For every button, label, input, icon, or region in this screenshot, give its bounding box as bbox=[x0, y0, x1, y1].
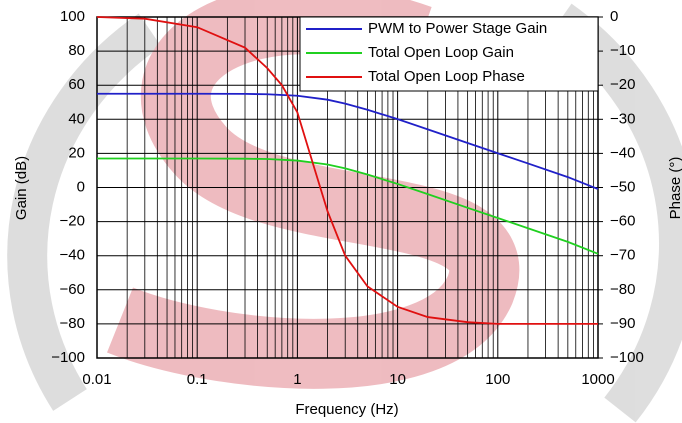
y2-tick-label: −60 bbox=[610, 213, 635, 230]
y2-tick-label: −20 bbox=[610, 76, 635, 93]
y2-tick-label: −100 bbox=[610, 349, 644, 366]
x-tick-label: 10 bbox=[389, 371, 406, 388]
watermark-arc bbox=[548, 3, 682, 423]
y2-tick-label: −50 bbox=[610, 178, 635, 195]
x-axis-label: Frequency (Hz) bbox=[295, 401, 398, 418]
y2-tick-label: −70 bbox=[610, 247, 635, 264]
legend: PWM to Power Stage Gain Total Open Loop G… bbox=[299, 16, 599, 92]
y-tick-label: 100 bbox=[60, 8, 85, 25]
x-tick-label: 100 bbox=[485, 371, 510, 388]
y-tick-label: −100 bbox=[51, 349, 85, 366]
y-tick-label: 60 bbox=[68, 76, 85, 93]
legend-label: PWM to Power Stage Gain bbox=[368, 20, 547, 37]
y-tick-label: −40 bbox=[60, 247, 85, 264]
x-tick-label: 1 bbox=[293, 371, 301, 388]
series-line bbox=[97, 157, 599, 255]
y-axis-label: Gain (dB) bbox=[13, 156, 30, 220]
legend-label: Total Open Loop Gain bbox=[368, 44, 514, 61]
y2-tick-label: 0 bbox=[610, 8, 618, 25]
y2-tick-label: −30 bbox=[610, 110, 635, 127]
y-tick-label: 0 bbox=[77, 178, 85, 195]
y2-tick-label: −40 bbox=[610, 144, 635, 161]
y-tick-label: −60 bbox=[60, 281, 85, 298]
series-line bbox=[97, 92, 599, 190]
watermark bbox=[7, 0, 682, 423]
legend-label: Total Open Loop Phase bbox=[368, 68, 525, 85]
y2-tick-label: −90 bbox=[610, 315, 635, 332]
y2-tick-label: −10 bbox=[610, 42, 635, 59]
y2-tick-label: −80 bbox=[610, 281, 635, 298]
y-tick-label: −20 bbox=[60, 213, 85, 230]
y2-axis-label: Phase (°) bbox=[667, 157, 682, 220]
watermark-arc bbox=[7, 13, 162, 411]
series-line bbox=[96, 16, 598, 325]
y-tick-label: 80 bbox=[68, 42, 85, 59]
y-tick-label: 20 bbox=[68, 144, 85, 161]
y-tick-label: −80 bbox=[60, 315, 85, 332]
x-tick-label: 1000 bbox=[581, 371, 614, 388]
x-tick-label: 0.01 bbox=[82, 371, 111, 388]
x-tick-label: 0.1 bbox=[187, 371, 208, 388]
watermark-s bbox=[107, 0, 520, 389]
y-tick-label: 40 bbox=[68, 110, 85, 127]
